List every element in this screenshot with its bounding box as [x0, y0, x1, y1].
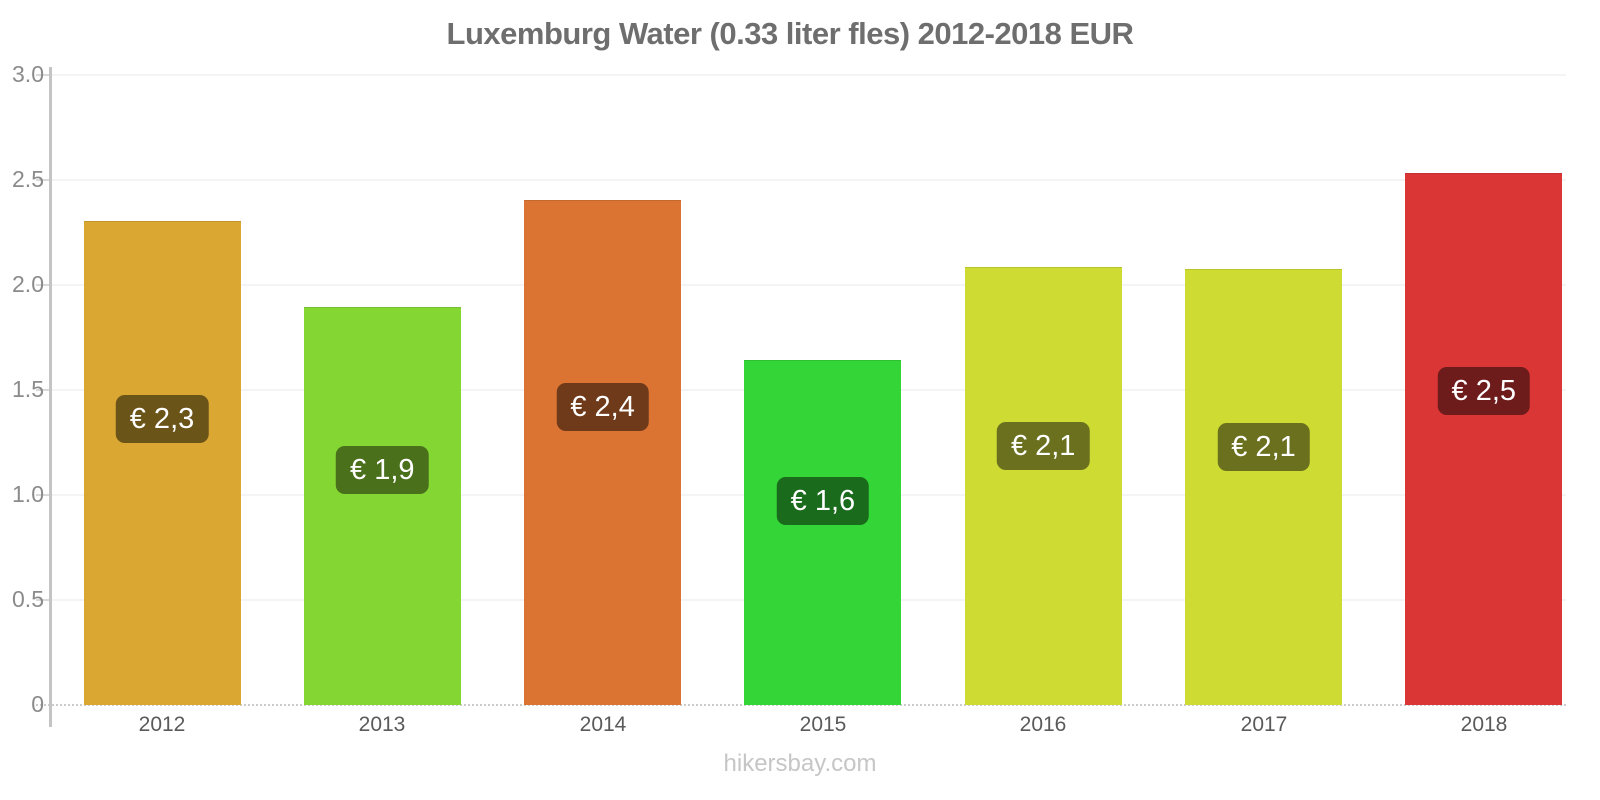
- y-axis-tick-label: 2.5: [12, 166, 44, 192]
- y-axis-tick-label: 3.0: [12, 61, 44, 87]
- value-badge-2012: € 2,3: [115, 395, 209, 443]
- value-badge-2016: € 2,1: [996, 422, 1090, 470]
- y-axis-tick: [36, 74, 49, 76]
- bar-2018[interactable]: [1405, 173, 1562, 705]
- x-axis-label-2015: 2015: [799, 713, 847, 736]
- y-axis-tick: [36, 284, 49, 286]
- bar-2016[interactable]: [965, 267, 1122, 705]
- chart-title: Luxemburg Water (0.33 liter fles) 2012-2…: [446, 16, 1134, 51]
- bar-2015[interactable]: [744, 360, 901, 705]
- bar-2014[interactable]: [524, 200, 681, 705]
- bar-2012[interactable]: [84, 221, 241, 705]
- value-badge-2018: € 2,5: [1437, 367, 1531, 415]
- x-axis-baseline: [36, 704, 1566, 706]
- value-badge-2014: € 2,4: [556, 383, 649, 431]
- y-axis-tick-label: 2.0: [12, 271, 44, 297]
- value-badge-2017: € 2,1: [1217, 423, 1310, 471]
- value-badge-2013: € 1,9: [336, 446, 429, 494]
- y-axis-tick-label: 1.0: [12, 481, 44, 507]
- y-axis-line: [49, 67, 52, 727]
- x-axis-label-2017: 2017: [1240, 713, 1288, 736]
- x-axis-label-2016: 2016: [1019, 713, 1067, 736]
- y-axis-tick: [36, 494, 49, 496]
- x-axis-label-2018: 2018: [1460, 713, 1508, 736]
- gridline-3.0: [52, 74, 1566, 76]
- y-axis-tick: [36, 389, 49, 391]
- x-axis-label-2012: 2012: [138, 713, 186, 736]
- value-badge-2015: € 1,6: [776, 477, 870, 525]
- x-axis-label-2013: 2013: [358, 713, 406, 736]
- bar-2017[interactable]: [1185, 269, 1342, 705]
- y-axis-tick: [36, 179, 49, 181]
- bar-2013[interactable]: [304, 307, 461, 705]
- y-axis-tick-label: 1.5: [12, 376, 44, 402]
- gridline-2.0: [52, 284, 1566, 286]
- y-axis-tick-label: 0: [31, 691, 44, 717]
- gridline-2.5: [52, 179, 1566, 181]
- x-axis-label-2014: 2014: [579, 713, 627, 736]
- y-axis-tick-label: 0.5: [12, 586, 44, 612]
- y-axis-tick: [36, 599, 49, 601]
- watermark-text: hikersbay.com: [723, 750, 877, 777]
